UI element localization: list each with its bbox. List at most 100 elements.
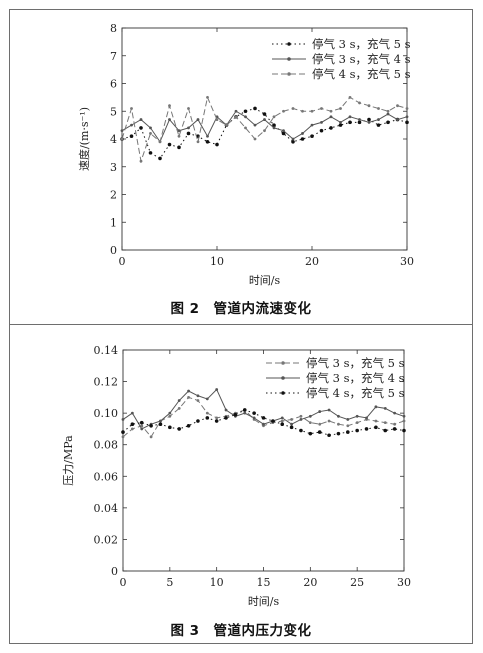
series-2-point: [196, 394, 200, 398]
x-tick-label: 30: [397, 576, 411, 589]
series-3-point: [168, 425, 172, 430]
series-2-point: [348, 115, 352, 119]
series-3-point: [320, 107, 323, 110]
legend-label-2: 停气 3 s，充气 4 s: [306, 371, 405, 385]
series-2-point: [367, 120, 371, 124]
series-2-point: [301, 132, 304, 135]
series-2-point: [337, 414, 340, 418]
series-3-point: [149, 423, 153, 428]
series-2-point: [263, 118, 266, 121]
legend-label-1: 停气 3 s，充气 5 s: [306, 356, 405, 370]
series-3-point: [177, 134, 181, 138]
x-axis-label: 时间/s: [249, 274, 281, 287]
series-1-point: [357, 120, 362, 125]
series-2-point: [272, 126, 276, 130]
series-1-point: [262, 112, 267, 116]
series-1-point: [329, 126, 333, 130]
series-3-point: [339, 107, 342, 110]
series-2-point: [224, 408, 228, 412]
series-1-point: [367, 117, 371, 122]
legend-label-3: 停气 4 s，充气 5 s: [312, 67, 411, 81]
pressure-chart: 0 0.02 0.04 0.06 0.08 0.10 0.12 0.14 0 5 10 15 20 25 3…: [62, 344, 411, 608]
series-2-point: [206, 134, 209, 138]
figure-3-panel: 0 0.02 0.04 0.06 0.08 0.10 0.12 0.14 0 5 10 15 20 25 3…: [9, 324, 473, 644]
series-1-point: [348, 120, 352, 125]
series-3-point: [214, 419, 219, 423]
series-2-point: [262, 422, 265, 426]
series-3-point: [242, 408, 247, 412]
series-1-point: [177, 145, 181, 150]
series-3-point: [233, 412, 238, 417]
y-tick-label: 0.14: [94, 344, 119, 357]
x-tick-label: 15: [257, 576, 271, 589]
legend-marker-2: [281, 376, 285, 380]
series-3-point: [261, 416, 266, 420]
y-tick-label: 0: [111, 565, 118, 578]
velocity-chart: 0 1 2 3 4 5 6 7 8 0 10 20 30 时间/s 速度/(m·s⁻¹) 停气 3 s，充气 …: [77, 22, 414, 287]
series-3-point: [355, 428, 359, 433]
x-tick-label: 20: [305, 255, 319, 268]
legend-marker-2: [287, 57, 291, 61]
x-tick-label: 0: [119, 255, 126, 268]
figure-3-caption: 图 3 管道内压力变化: [170, 623, 312, 639]
series-3-point: [186, 423, 191, 428]
series-1-point: [393, 422, 397, 426]
legend-label-3: 停气 4 s，充气 5 s: [306, 386, 405, 400]
series-3-point: [329, 109, 333, 113]
series-1-point: [383, 421, 387, 425]
series-3-line: [122, 409, 405, 436]
series-2-point: [177, 129, 181, 133]
legend-label-2: 停气 3 s，充气 4 s: [312, 52, 411, 66]
series-1-point: [187, 395, 190, 399]
series-3-point: [158, 140, 162, 144]
series-3-point: [336, 431, 341, 436]
series-2-point: [234, 109, 238, 113]
series-2-point: [130, 411, 134, 415]
x-axis-label: 时间/s: [248, 595, 280, 608]
series-2-point: [290, 422, 293, 426]
series-1-point: [355, 421, 359, 425]
y-tick-label: 2: [110, 189, 117, 202]
series-2-point: [244, 115, 247, 119]
series-1-point: [291, 139, 295, 144]
series-1-point: [338, 123, 343, 127]
series-3-point: [252, 411, 256, 415]
series-2-point: [282, 129, 285, 133]
series-2-point: [310, 123, 314, 127]
series-1-point: [308, 421, 312, 425]
series-1-point: [139, 126, 143, 130]
series-2-point: [121, 418, 125, 421]
series-3-point: [139, 420, 144, 425]
y-tick-label: 6: [110, 78, 117, 91]
x-tick-label: 5: [166, 576, 173, 589]
series-3-point: [396, 104, 399, 108]
series-2-point: [299, 418, 303, 421]
series-2-point: [187, 126, 190, 130]
y-tick-label: 0.02: [94, 533, 119, 546]
series-2-point: [320, 120, 323, 124]
series-3-point: [386, 109, 390, 113]
series-3-point: [348, 95, 352, 99]
series-3-point: [196, 419, 200, 423]
y-tick-label: 0.06: [94, 470, 119, 483]
series-2-point: [139, 118, 143, 121]
series-1-point: [299, 414, 303, 418]
series-3-point: [289, 425, 294, 430]
series-2-point: [396, 118, 399, 121]
series-3-point: [121, 430, 125, 434]
series-3-point: [139, 159, 143, 163]
series-1-point: [215, 142, 219, 147]
series-3-point: [205, 416, 210, 420]
series-1-point: [177, 407, 181, 410]
series-3-point: [130, 422, 135, 426]
series-2-point: [339, 120, 342, 124]
legend-marker-3: [281, 391, 285, 395]
x-tick-label: 10: [210, 255, 224, 268]
series-2-point: [177, 399, 181, 402]
y-tick-label: 4: [110, 133, 117, 146]
x-tick-label: 20: [303, 576, 317, 589]
series-3-point: [224, 416, 228, 420]
series-3-point: [327, 433, 331, 438]
series-3-point: [168, 104, 171, 108]
series-2-point: [149, 126, 152, 130]
